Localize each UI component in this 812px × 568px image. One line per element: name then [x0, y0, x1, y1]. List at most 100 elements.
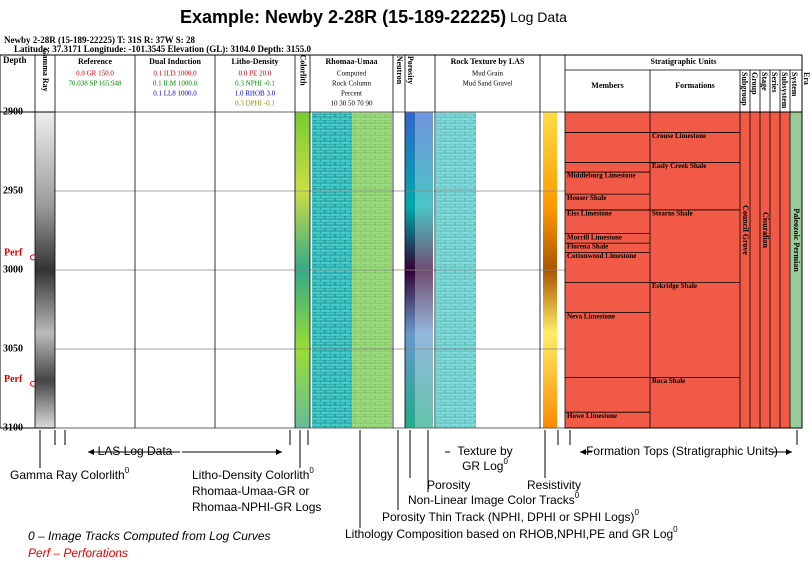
annotation-text: Non-Linear Image Color Tracks	[408, 493, 575, 507]
member-name: Morrill Limestone	[567, 233, 622, 241]
track-scale: 10 30 50 70 90	[331, 100, 374, 108]
annotation-text: Rhomaa-Umaa-GR or	[192, 484, 309, 498]
era-fill	[790, 112, 802, 428]
track-scale: 0.0 GR 150.0	[76, 70, 114, 78]
strat-col-title: Members	[591, 81, 623, 90]
depth-label: Depth	[3, 55, 27, 65]
annotation-text: Porosity Thin Track (NPHI, DPHI or SPHI …	[382, 510, 635, 524]
annotation-text: Litho-Density Colorlith	[192, 468, 309, 482]
track-scale: Computed	[337, 70, 367, 78]
track-scale: 0.1 ILM 1000.0	[153, 80, 198, 88]
track-scale: 0.3 DPHI -0.1	[235, 100, 275, 108]
annotation-sup: 0	[575, 491, 580, 500]
perf-mark	[30, 254, 36, 261]
annotation: Resistivity	[527, 478, 581, 492]
depth-tick-label: 3000	[3, 264, 23, 275]
title-suffix: Log Data	[506, 9, 567, 25]
perf-label: Perf	[4, 248, 23, 259]
arrow-head	[88, 449, 94, 455]
annotation-sup: 0	[309, 466, 314, 475]
member-name: Eiss Limestone	[567, 210, 612, 218]
perf-label: Perf	[4, 374, 23, 385]
annotation: Non-Linear Image Color Tracks0	[408, 491, 580, 507]
annotation-sup: 0	[125, 466, 130, 475]
annotation: LAS Log Data	[98, 444, 173, 458]
formation-name: Stearns Shale	[652, 210, 693, 218]
member-name: Howe Limestone	[567, 412, 617, 420]
depth-tick-label: 3050	[3, 343, 23, 354]
annotation: Porosity Thin Track (NPHI, DPHI or SPHI …	[382, 508, 640, 524]
member-name: Cottonwood Limestone	[567, 252, 636, 260]
annotation-text: Lithology Composition based on RHOB,NPHI…	[345, 527, 673, 541]
member-name: Hooser Shale	[567, 194, 606, 202]
arrow-head	[786, 449, 792, 455]
strat-col-title: Subgroup	[740, 72, 749, 106]
formation-name: Roca Shale	[652, 377, 685, 385]
depth-tick-label: 2900	[3, 106, 23, 117]
annotation: GR Log0	[462, 457, 508, 473]
annotation: Rhomaa-Umaa-GR or	[192, 484, 309, 498]
depth-tick-label: 3100	[3, 422, 23, 433]
annotation: Porosity	[427, 478, 470, 492]
annotation-text: Porosity	[427, 478, 470, 492]
tracks-bg	[0, 54, 803, 429]
gr-colorlith	[35, 112, 55, 428]
annotation-sup: 0	[673, 525, 678, 534]
arrow-head	[276, 449, 282, 455]
depth-tick-label: 2950	[3, 185, 23, 196]
member-name: Middleburg Limestone	[567, 172, 636, 180]
header-line: Newby 2-28R (15-189-22225) T: 31S R: 37W…	[4, 35, 195, 45]
annotation-text: Rhomaa-NPHI-GR Logs	[192, 500, 321, 514]
annotation-text: Formation Tops (Stratigraphic Units)	[586, 444, 778, 458]
annotation: Texture by	[457, 444, 512, 458]
strat-fill	[565, 112, 790, 428]
formation-name: Easly Creek Shale	[652, 162, 706, 170]
strat-col-title: Stage	[760, 72, 769, 91]
track-title: Colorlith	[299, 54, 308, 86]
annotation: Litho-Density Colorlith0	[192, 466, 314, 482]
annotation-text: Texture by	[457, 444, 512, 458]
annotation-sup: 0	[635, 508, 640, 517]
track-scale: 0.1 ILD 1000.0	[153, 70, 197, 78]
series-name: Cisuralian	[761, 212, 770, 249]
track-scale: Percent	[341, 90, 362, 98]
annotation: Lithology Composition based on RHOB,NPHI…	[345, 525, 678, 541]
header-line: Latitude: 37.3171 Longitude: -101.3545 E…	[14, 44, 312, 54]
formation-name: Eskridge Shale	[652, 282, 697, 290]
title-main: Example: Newby 2-28R (15-189-22225)	[180, 7, 506, 27]
perf-mark	[30, 380, 36, 387]
track-title: Porosity	[406, 56, 415, 84]
track-scale: 0.0 PE 20.0	[239, 70, 272, 78]
track-title: Dual Induction	[149, 57, 201, 66]
member-name: Florena Shale	[567, 243, 608, 251]
track-scale: Mud Sand Gravel	[463, 80, 513, 88]
track-scale: 70.038 SP 165.948	[68, 80, 122, 88]
strat-col-title: Era	[802, 72, 811, 85]
track-scale: 1.0 RHOB 3.0	[235, 90, 276, 98]
group-name: Council Grove	[741, 205, 750, 255]
annotation-sup: 0	[503, 457, 508, 466]
strat-col-title: Series	[770, 72, 779, 92]
arrow-head	[580, 449, 586, 455]
annotation-text: Gamma Ray Colorlith	[10, 468, 125, 482]
annotation: Gamma Ray Colorlith0	[10, 466, 130, 482]
era-name: Paleozoic Permian	[792, 208, 801, 272]
strat-col-title: System	[790, 72, 799, 97]
track-title: Reference	[78, 57, 113, 66]
strat-col-title: Formations	[675, 81, 715, 90]
strat-col-title: Group	[750, 72, 759, 95]
formation-name: Crouse Limestone	[652, 132, 706, 140]
annotation: Rhomaa-NPHI-GR Logs	[192, 500, 321, 514]
annotation-text: GR Log	[462, 459, 503, 473]
track-title: Gamma Ray	[41, 48, 50, 91]
member-name: Neva Limestone	[567, 312, 615, 320]
track-title: Litho-Density	[231, 57, 278, 66]
track-title: Stratigraphic Units	[651, 57, 717, 66]
track-scale: 0.1 LL8 1000.0	[153, 90, 197, 98]
note: Perf – Perforations	[28, 546, 128, 560]
track-scale: Rock Column	[332, 80, 372, 88]
track-title: Neutron	[395, 56, 404, 85]
track-title: Rhomaa-Umaa	[326, 57, 378, 66]
note: 0 – Image Tracks Computed from Log Curve…	[28, 529, 271, 543]
